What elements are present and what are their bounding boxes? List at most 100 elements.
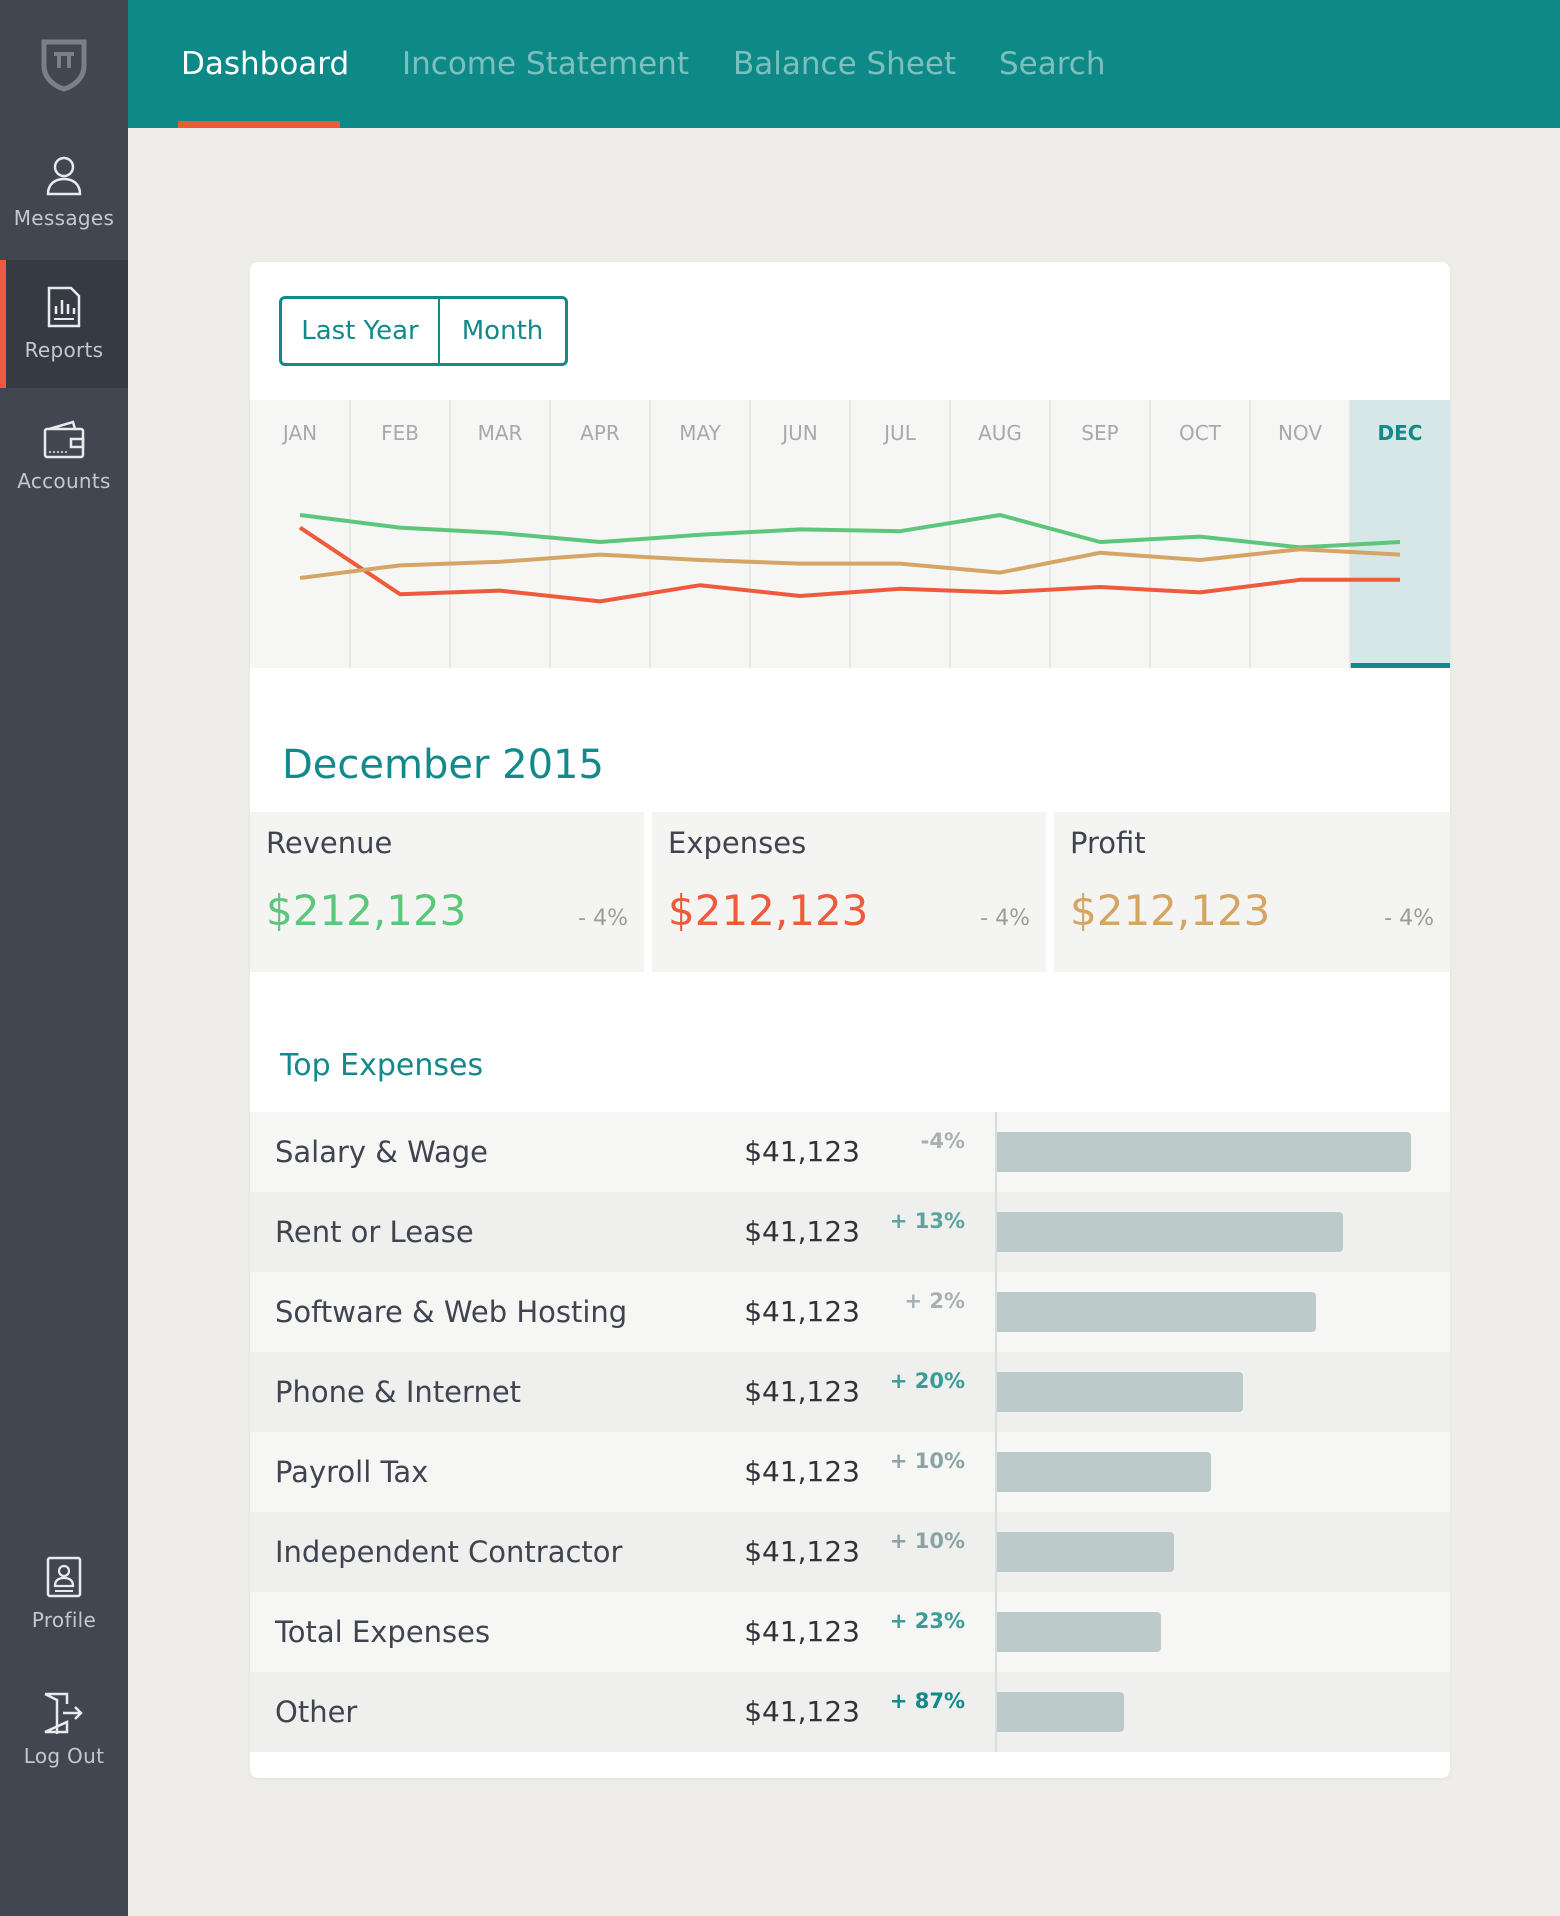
- stat-change: - 4%: [1384, 906, 1434, 931]
- expense-change: + 10%: [889, 1529, 965, 1553]
- stat-change: - 4%: [578, 906, 628, 931]
- table-row[interactable]: Payroll Tax $41,123 + 10%: [250, 1432, 1450, 1512]
- sidebar-item-profile[interactable]: Profile: [0, 1530, 128, 1658]
- expense-change: + 2%: [904, 1289, 965, 1313]
- tab-income-statement[interactable]: Income Statement: [402, 46, 690, 82]
- last-year-option[interactable]: Last Year: [282, 299, 440, 363]
- month-label[interactable]: OCT: [1179, 421, 1222, 445]
- expense-amount: $41,123: [744, 1135, 860, 1168]
- expense-bar: [997, 1132, 1411, 1172]
- month-label[interactable]: DEC: [1378, 421, 1423, 445]
- sidebar-item-accounts[interactable]: Accounts: [0, 392, 128, 520]
- expense-change: + 20%: [889, 1369, 965, 1393]
- pi-shield-icon: [41, 39, 87, 92]
- active-tab-indicator: [178, 121, 340, 128]
- table-row[interactable]: Independent Contractor $41,123 + 10%: [250, 1512, 1450, 1592]
- tab-search[interactable]: Search: [999, 46, 1106, 82]
- expense-name: Total Expenses: [275, 1615, 491, 1649]
- month-label[interactable]: MAY: [679, 421, 721, 445]
- report-icon: [47, 286, 81, 328]
- table-row[interactable]: Total Expenses $41,123 + 23%: [250, 1592, 1450, 1672]
- monthly-line-chart[interactable]: JAN FEB MAR APR MAY JUN JUL AUG SEP OCT NOV DEC: [250, 400, 1450, 668]
- expense-amount: $41,123: [744, 1695, 860, 1728]
- month-label[interactable]: JUN: [780, 421, 818, 445]
- tab-dashboard[interactable]: Dashboard: [181, 46, 350, 82]
- chart-svg: JAN FEB MAR APR MAY JUN JUL AUG SEP OCT NOV DEC: [281, 400, 1450, 668]
- sidebar-item-reports[interactable]: Reports: [0, 260, 128, 388]
- table-row[interactable]: Rent or Lease $41,123 + 13%: [250, 1192, 1450, 1272]
- expense-amount: $41,123: [744, 1375, 860, 1408]
- expense-bar: [997, 1612, 1161, 1652]
- expense-amount: $41,123: [744, 1615, 860, 1648]
- month-label[interactable]: NOV: [1278, 421, 1322, 445]
- sidebar-item-logout[interactable]: Log Out: [0, 1666, 128, 1794]
- expense-amount: $41,123: [744, 1215, 860, 1248]
- table-row[interactable]: Phone & Internet $41,123 + 20%: [250, 1352, 1450, 1432]
- expense-name: Software & Web Hosting: [275, 1295, 628, 1329]
- expense-bar: [997, 1372, 1243, 1412]
- stat-revenue: Revenue $212,123 - 4%: [250, 812, 644, 972]
- series-line-expenses: [298, 525, 1400, 604]
- expense-bar: [997, 1532, 1174, 1572]
- table-row[interactable]: Salary & Wage $41,123 -4%: [250, 1112, 1450, 1192]
- stat-value: $212,123: [668, 886, 869, 935]
- expense-bar-track: [995, 1592, 1450, 1672]
- sidebar-item-label: Messages: [13, 206, 115, 230]
- top-expenses-title: Top Expenses: [280, 1048, 484, 1083]
- series-line-revenue: [299, 513, 1401, 550]
- expense-bar: [997, 1212, 1343, 1252]
- expense-name: Other: [275, 1695, 358, 1729]
- expense-bar: [997, 1452, 1211, 1492]
- stat-expenses: Expenses $212,123 - 4%: [652, 812, 1046, 972]
- table-row[interactable]: Software & Web Hosting $41,123 + 2%: [250, 1272, 1450, 1352]
- sidebar-item-label: Reports: [24, 338, 104, 362]
- sidebar-item-messages[interactable]: Messages: [0, 128, 128, 256]
- expense-name: Phone & Internet: [275, 1375, 522, 1409]
- expense-change: + 23%: [889, 1609, 965, 1633]
- month-label[interactable]: APR: [580, 421, 620, 445]
- sidebar: Messages Reports Accounts Profile: [0, 0, 128, 1916]
- sidebar-item-label: Profile: [31, 1608, 97, 1632]
- expense-bar-track: [995, 1192, 1450, 1272]
- expense-bar: [997, 1292, 1316, 1332]
- tab-balance-sheet[interactable]: Balance Sheet: [733, 46, 957, 82]
- expense-amount: $41,123: [744, 1295, 860, 1328]
- report-card: Last Year Month JAN FEB MAR APR MAY JUN JUL AUG…: [250, 262, 1450, 1778]
- expense-name: Rent or Lease: [275, 1215, 474, 1249]
- expense-bar-track: [995, 1432, 1450, 1512]
- month-label[interactable]: SEP: [1081, 421, 1118, 445]
- stat-change: - 4%: [980, 906, 1030, 931]
- expense-change: + 87%: [889, 1689, 965, 1713]
- selected-month-indicator: [1350, 663, 1450, 668]
- series-line-profit: [299, 547, 1401, 580]
- expense-bar: [997, 1692, 1124, 1732]
- stat-label: Expenses: [668, 826, 807, 860]
- expense-amount: $41,123: [744, 1455, 860, 1488]
- month-label[interactable]: FEB: [381, 421, 419, 445]
- expense-name: Payroll Tax: [275, 1455, 429, 1489]
- selected-month-highlight: [1350, 400, 1450, 668]
- month-label[interactable]: MAR: [478, 421, 523, 445]
- period-title: December 2015: [282, 742, 604, 788]
- expense-bar-track: [995, 1352, 1450, 1432]
- expense-bar-track: [995, 1672, 1450, 1752]
- stat-label: Revenue: [266, 826, 393, 860]
- period-toggle: Last Year Month: [279, 296, 568, 366]
- logo[interactable]: [0, 0, 128, 128]
- expense-name: Salary & Wage: [275, 1135, 488, 1169]
- stat-value: $212,123: [1070, 886, 1271, 935]
- month-label[interactable]: JUL: [882, 421, 917, 445]
- top-navigation: Dashboard Income Statement Balance Sheet…: [128, 0, 1560, 128]
- sidebar-item-label: Log Out: [23, 1744, 105, 1768]
- stat-profit: Profit $212,123 - 4%: [1054, 812, 1450, 972]
- stat-label: Profit: [1070, 826, 1146, 860]
- profile-card-icon: [46, 1556, 82, 1598]
- month-option[interactable]: Month: [461, 316, 544, 346]
- expense-amount: $41,123: [744, 1535, 860, 1568]
- month-label[interactable]: AUG: [978, 421, 1022, 445]
- table-row[interactable]: Other $41,123 + 87%: [250, 1672, 1450, 1752]
- month-label[interactable]: JAN: [281, 421, 317, 445]
- expenses-table: Salary & Wage $41,123 -4% Rent or Lease $41,…: [250, 1112, 1450, 1752]
- expense-change: -4%: [920, 1129, 965, 1153]
- expense-name: Independent Contractor: [275, 1535, 623, 1569]
